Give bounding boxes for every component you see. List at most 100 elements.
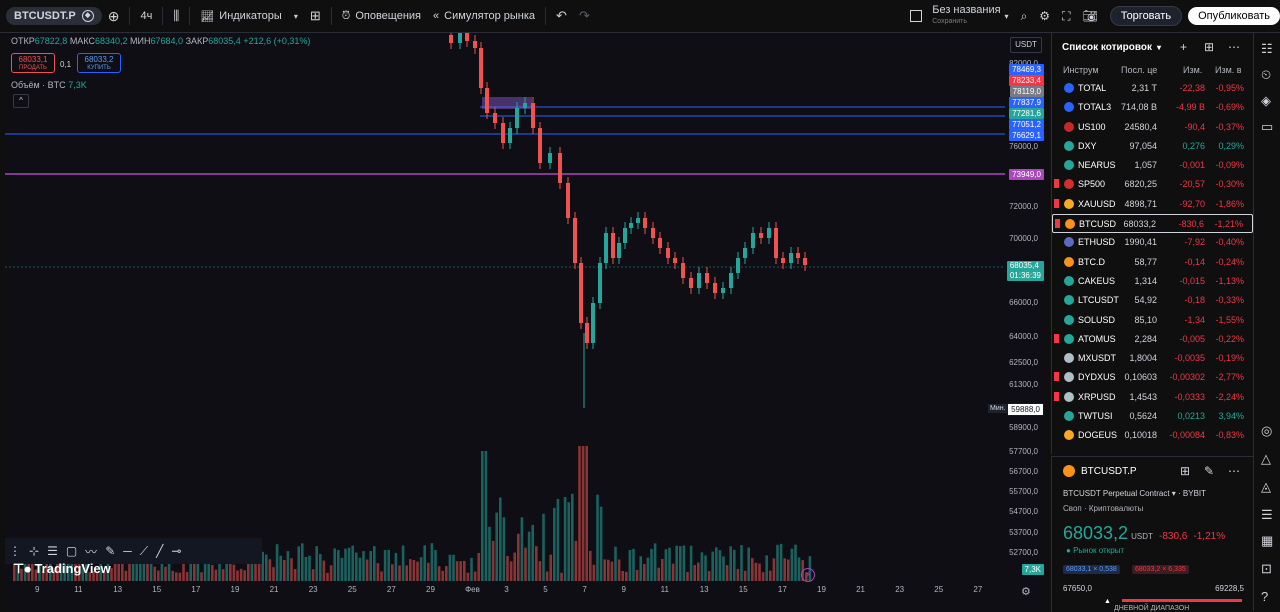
chart-pane[interactable]: ОТКР67822,8 МАКС68340,2 МИН67684,0 ЗАКР6…	[5, 33, 1046, 611]
notes-sidebar-icon[interactable]: ☰	[1261, 507, 1273, 522]
notifications-sidebar-icon[interactable]: ⊡	[1261, 561, 1272, 576]
volume-legend[interactable]: Объём · BTC 7,3K	[11, 80, 87, 90]
target-sidebar-icon[interactable]: ◎	[1261, 423, 1273, 438]
lines-tool-icon[interactable]: ☰	[47, 544, 58, 558]
watchlist-row[interactable]: MXUSDT 1,8004 -0,0035 -0,19%	[1052, 349, 1253, 368]
path-tool-icon[interactable]: 〰	[85, 544, 98, 559]
advanced-view-icon[interactable]: ⊞	[1204, 40, 1215, 54]
watchlist-row[interactable]: ATOMUS 2,284 -0,005 -0,22%	[1052, 330, 1253, 349]
currency-button[interactable]: USDT	[1010, 37, 1042, 53]
order-qty[interactable]: 0,1	[60, 60, 72, 69]
watchlist-row[interactable]: TOTAL 2,31 T -22,38 -0,95%	[1052, 79, 1253, 98]
stream-sidebar-icon[interactable]: ◬	[1261, 479, 1271, 494]
settings-gear-icon[interactable]: ⚙	[1039, 9, 1051, 23]
hray-tool-icon[interactable]: ⊸	[171, 544, 182, 558]
price-tick: 62500,0	[1009, 358, 1038, 367]
trade-button[interactable]: Торговать	[1109, 6, 1183, 26]
lightning-icon[interactable]: ⚡︎	[801, 568, 815, 582]
watchlist-row[interactable]: US100 24580,4 -90,4 -0,37%	[1052, 118, 1253, 137]
watchlist-title[interactable]: Список котировок	[1062, 41, 1152, 53]
add-symbol-icon[interactable]: +	[1180, 40, 1188, 54]
collapse-legend-icon[interactable]: ^	[13, 94, 29, 108]
add-symbol-icon[interactable]: ⊕	[107, 7, 120, 24]
time-tick: 15	[152, 585, 162, 594]
flag-icon[interactable]	[1054, 372, 1059, 382]
col-last[interactable]: Посл. це	[1121, 65, 1158, 75]
quick-search-icon[interactable]: ⌕	[1020, 8, 1028, 23]
detail-more-icon[interactable]: ⋯	[1228, 464, 1240, 478]
brush-tool-icon[interactable]: ✎	[105, 544, 116, 558]
flag-icon[interactable]	[1054, 198, 1059, 208]
rect-tool-icon[interactable]: ▢	[65, 544, 78, 558]
watchlist-row[interactable]: XAUUSD 4898,71 -92,70 -1,86%	[1052, 195, 1253, 214]
detail-header[interactable]: BTCUSDT.P	[1063, 465, 1137, 477]
watchlist-row[interactable]: LTCUSDT 54,92 -0,18 -0,33%	[1052, 291, 1253, 310]
publish-button[interactable]: Опубликовать	[1188, 7, 1280, 25]
ray-tool-icon[interactable]: ╱	[156, 544, 164, 558]
alerts-sidebar-icon[interactable]: ⏲︎	[1261, 67, 1272, 82]
replay-button[interactable]: « Симулятор рынка	[427, 0, 541, 33]
candle-type-icon[interactable]: ⫼	[173, 8, 180, 23]
price-chart[interactable]	[5, 33, 1046, 611]
candle-body	[579, 263, 583, 323]
volume-label: Объём · BTC	[11, 80, 66, 90]
watchlist-row[interactable]: TWTUSI 0,5624 0,0213 3,94%	[1052, 407, 1253, 426]
watchlist-row[interactable]: DOGEUS 0,10018 -0,00084 -0,83%	[1052, 426, 1253, 445]
flag-icon[interactable]	[1054, 179, 1059, 189]
row-last: 2,31 T	[1131, 83, 1157, 93]
volume-bar	[286, 551, 290, 581]
watchlist-row[interactable]: XRPUSD 1,4543 -0,0333 -2,24%	[1052, 388, 1253, 407]
watchlist-row[interactable]: DXY 97,054 0,276 0,29%	[1052, 137, 1253, 156]
row-symbol: BTC.D	[1078, 256, 1105, 267]
watchlist-row[interactable]: DYDXUS 0,10603 -0,00302 -2,77%	[1052, 368, 1253, 387]
watchlist-row[interactable]: BTC.D 58,77 -0,14 -0,24%	[1052, 253, 1253, 272]
watchlist-row[interactable]: CAKEUS 1,314 -0,015 -1,13%	[1052, 272, 1253, 291]
calendar-sidebar-icon[interactable]: ▦	[1261, 533, 1274, 548]
interval-button[interactable]: 4ч	[140, 10, 153, 22]
watchlist-row[interactable]: ETHUSD 1990,41 -7,92 -0,40%	[1052, 233, 1253, 252]
flag-icon[interactable]	[1054, 391, 1059, 401]
redo-icon[interactable]: ↷	[578, 8, 590, 23]
ideas-sidebar-icon[interactable]: △	[1261, 451, 1271, 466]
flag-icon[interactable]	[1055, 219, 1060, 229]
help-sidebar-icon[interactable]: ?	[1261, 589, 1269, 604]
more-icon[interactable]: ⋯	[1228, 40, 1240, 54]
watchlist-row[interactable]: NEARUS 1,057 -0,001 -0,09%	[1052, 156, 1253, 175]
horizontal-line-icon[interactable]: ─	[123, 544, 132, 558]
fullscreen-icon[interactable]: ⛶	[1062, 8, 1071, 23]
tradingview-logo[interactable]: ⊤⦁ TradingView	[13, 561, 111, 577]
axis-settings-gear-icon[interactable]: ⚙	[1021, 586, 1031, 598]
col-change-percent[interactable]: Изм. в	[1215, 65, 1242, 75]
symbol-logo-icon	[1064, 275, 1074, 286]
watchlist-row[interactable]: SOLUSD 85,10 -1,34 -1,55%	[1052, 311, 1253, 330]
volume-bar	[362, 551, 365, 581]
flag-icon[interactable]	[1054, 333, 1059, 343]
undo-icon[interactable]: ↶	[556, 8, 567, 23]
buy-button[interactable]: 68033,2 КУПИТЬ	[77, 53, 121, 73]
volume-bar	[614, 546, 617, 581]
trendline-icon[interactable]: ⟋	[139, 543, 149, 558]
sell-button[interactable]: 68033,1 ПРОДАТЬ	[11, 53, 55, 73]
watchlist-row[interactable]: SP500 6820,25 -20,57 -0,30%	[1052, 175, 1253, 194]
watchlist-sidebar-icon[interactable]: ☷	[1261, 41, 1273, 56]
camera-icon[interactable]: 📷︎	[1082, 9, 1098, 23]
layers-sidebar-icon[interactable]: ◈	[1261, 93, 1271, 108]
drag-handle-icon[interactable]: ⋮	[9, 544, 21, 558]
layouts-grid-icon[interactable]: ⊞	[309, 8, 321, 23]
symbol-logo-icon	[1064, 160, 1074, 171]
alerts-button[interactable]: ⏰︎ Оповещения	[336, 0, 427, 33]
detail-edit-icon[interactable]: ✎	[1204, 464, 1215, 478]
hline-tool-icon[interactable]: ⊹	[29, 544, 40, 558]
col-symbol[interactable]: Инструм	[1063, 65, 1099, 75]
indicators-button[interactable]: 📈︎ Индикаторы ▾	[194, 0, 304, 33]
symbol-info-icon[interactable]: ◆	[81, 10, 94, 22]
watchlist-row[interactable]: BTCUSD 68033,2 -830,6 -1,21%	[1052, 214, 1253, 234]
volume-bar	[470, 557, 473, 581]
detail-grid-icon[interactable]: ⊞	[1180, 464, 1191, 478]
symbol-search-button[interactable]: BTCUSDT.P ◆	[6, 7, 102, 25]
layout-menu-button[interactable]: Без названия Сохранить ▾	[904, 0, 1014, 33]
watchlist-row[interactable]: TOTAL3 714,08 B -4,99 B -0,69%	[1052, 98, 1253, 117]
col-change[interactable]: Изм.	[1183, 65, 1203, 75]
chat-sidebar-icon[interactable]: ▭	[1261, 119, 1274, 134]
divider	[162, 7, 164, 25]
